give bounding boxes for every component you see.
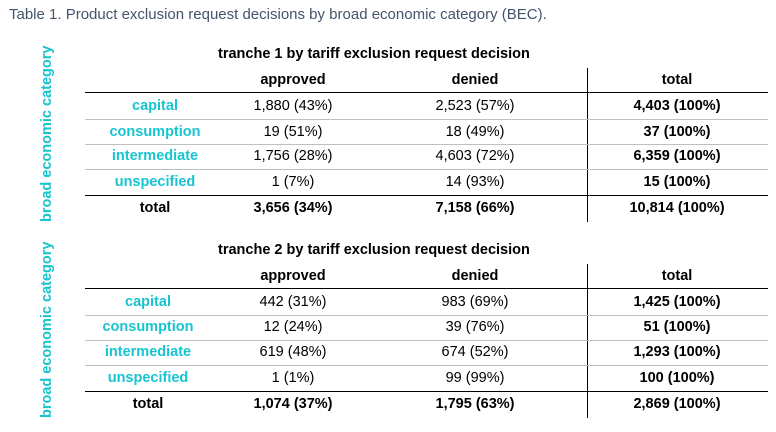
cell-unspecified-approved: 1 (1%) (271, 370, 315, 386)
total-column-divider (587, 68, 588, 222)
row-axis-label-text: broad economic category (39, 241, 55, 418)
row-divider (85, 340, 768, 341)
column-header-denied: denied (451, 268, 499, 284)
cell-total-denied: 7,158 (66%) (435, 200, 515, 216)
cell-total-total: 10,814 (100%) (629, 200, 725, 216)
row-label-unspecified: unspecified (107, 370, 189, 386)
total-rule (85, 195, 768, 196)
header-rule (85, 288, 768, 289)
column-header-denied: denied (451, 72, 499, 88)
row-divider (85, 315, 768, 316)
row-label-total: total (139, 200, 171, 216)
tranche-2-table: broad economic category tranche 2 by tar… (0, 238, 776, 423)
column-header-total: total (661, 268, 693, 284)
cell-capital-approved: 442 (31%) (259, 294, 327, 310)
cell-consumption-total: 51 (100%) (643, 319, 711, 335)
cell-consumption-denied: 39 (76%) (445, 319, 505, 335)
cell-intermediate-total: 1,293 (100%) (633, 344, 721, 360)
cell-consumption-total: 37 (100%) (643, 124, 711, 140)
row-label-consumption: consumption (109, 124, 201, 140)
row-label-intermediate: intermediate (104, 344, 192, 360)
row-label-capital: capital (125, 294, 171, 310)
cell-unspecified-total: 15 (100%) (643, 174, 711, 190)
cell-total-denied: 1,795 (63%) (435, 396, 515, 412)
cell-intermediate-denied: 4,603 (72%) (435, 148, 515, 164)
cell-intermediate-approved: 619 (48%) (259, 344, 327, 360)
cell-capital-approved: 1,880 (43%) (253, 98, 333, 114)
cell-unspecified-total: 100 (100%) (639, 370, 715, 386)
row-axis-label-text: broad economic category (39, 45, 55, 222)
tranche-1-table: broad economic category tranche 1 by tar… (0, 42, 776, 227)
cell-capital-denied: 983 (69%) (441, 294, 509, 310)
table-caption: Table 1. Product exclusion request decis… (9, 6, 547, 23)
table-heading: tranche 2 by tariff exclusion request de… (218, 242, 530, 258)
cell-consumption-approved: 12 (24%) (263, 319, 323, 335)
cell-total-approved: 1,074 (37%) (253, 396, 333, 412)
cell-consumption-denied: 18 (49%) (445, 124, 505, 140)
cell-total-total: 2,869 (100%) (633, 396, 721, 412)
column-header-total: total (661, 72, 693, 88)
total-column-divider (587, 264, 588, 418)
row-divider (85, 365, 768, 366)
row-axis-label: broad economic category (22, 45, 72, 222)
cell-total-approved: 3,656 (34%) (253, 200, 333, 216)
row-label-total: total (132, 396, 164, 412)
table-heading: tranche 1 by tariff exclusion request de… (218, 46, 530, 62)
row-label-intermediate: intermediate (111, 148, 199, 164)
header-rule (85, 92, 768, 93)
cell-unspecified-denied: 14 (93%) (445, 174, 505, 190)
cell-intermediate-approved: 1,756 (28%) (253, 148, 333, 164)
cell-capital-denied: 2,523 (57%) (435, 98, 515, 114)
cell-consumption-approved: 19 (51%) (263, 124, 323, 140)
cell-capital-total: 4,403 (100%) (633, 98, 721, 114)
row-divider (85, 119, 768, 120)
cell-intermediate-denied: 674 (52%) (441, 344, 509, 360)
cell-unspecified-approved: 1 (7%) (271, 174, 315, 190)
cell-intermediate-total: 6,359 (100%) (633, 148, 721, 164)
cell-unspecified-denied: 99 (99%) (445, 370, 505, 386)
row-divider (85, 169, 768, 170)
total-rule (85, 391, 768, 392)
row-label-unspecified: unspecified (114, 174, 196, 190)
row-label-consumption: consumption (102, 319, 194, 335)
row-axis-label: broad economic category (22, 241, 72, 418)
row-label-capital: capital (132, 98, 178, 114)
cell-capital-total: 1,425 (100%) (633, 294, 721, 310)
column-header-approved: approved (260, 268, 326, 284)
column-header-approved: approved (260, 72, 326, 88)
row-divider (85, 144, 768, 145)
